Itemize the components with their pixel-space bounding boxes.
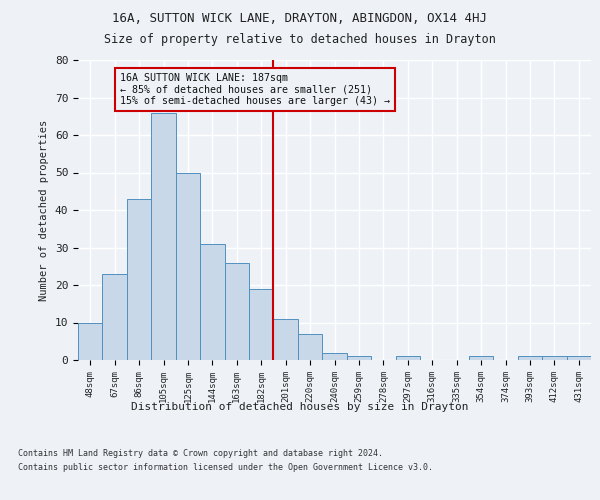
Bar (224, 262, 249, 360)
Bar (566, 356, 591, 360)
Bar (347, 356, 371, 360)
Bar (176, 172, 200, 360)
Text: 16A SUTTON WICK LANE: 187sqm
← 85% of detached houses are smaller (251)
15% of s: 16A SUTTON WICK LANE: 187sqm ← 85% of de… (119, 73, 389, 106)
Bar (298, 334, 322, 360)
Bar (542, 356, 566, 360)
Text: Size of property relative to detached houses in Drayton: Size of property relative to detached ho… (104, 32, 496, 46)
Bar (274, 319, 298, 360)
Bar (200, 244, 224, 360)
Bar (103, 274, 127, 360)
Text: 16A, SUTTON WICK LANE, DRAYTON, ABINGDON, OX14 4HJ: 16A, SUTTON WICK LANE, DRAYTON, ABINGDON… (113, 12, 487, 26)
Bar (395, 356, 420, 360)
Y-axis label: Number of detached properties: Number of detached properties (39, 120, 49, 300)
Text: Distribution of detached houses by size in Drayton: Distribution of detached houses by size … (131, 402, 469, 412)
Text: Contains HM Land Registry data © Crown copyright and database right 2024.: Contains HM Land Registry data © Crown c… (18, 448, 383, 458)
Bar (78, 322, 103, 360)
Bar (127, 198, 151, 360)
Text: Contains public sector information licensed under the Open Government Licence v3: Contains public sector information licen… (18, 464, 433, 472)
Bar (518, 356, 542, 360)
Bar (322, 352, 347, 360)
Bar (469, 356, 493, 360)
Bar (151, 112, 176, 360)
Bar (249, 289, 274, 360)
